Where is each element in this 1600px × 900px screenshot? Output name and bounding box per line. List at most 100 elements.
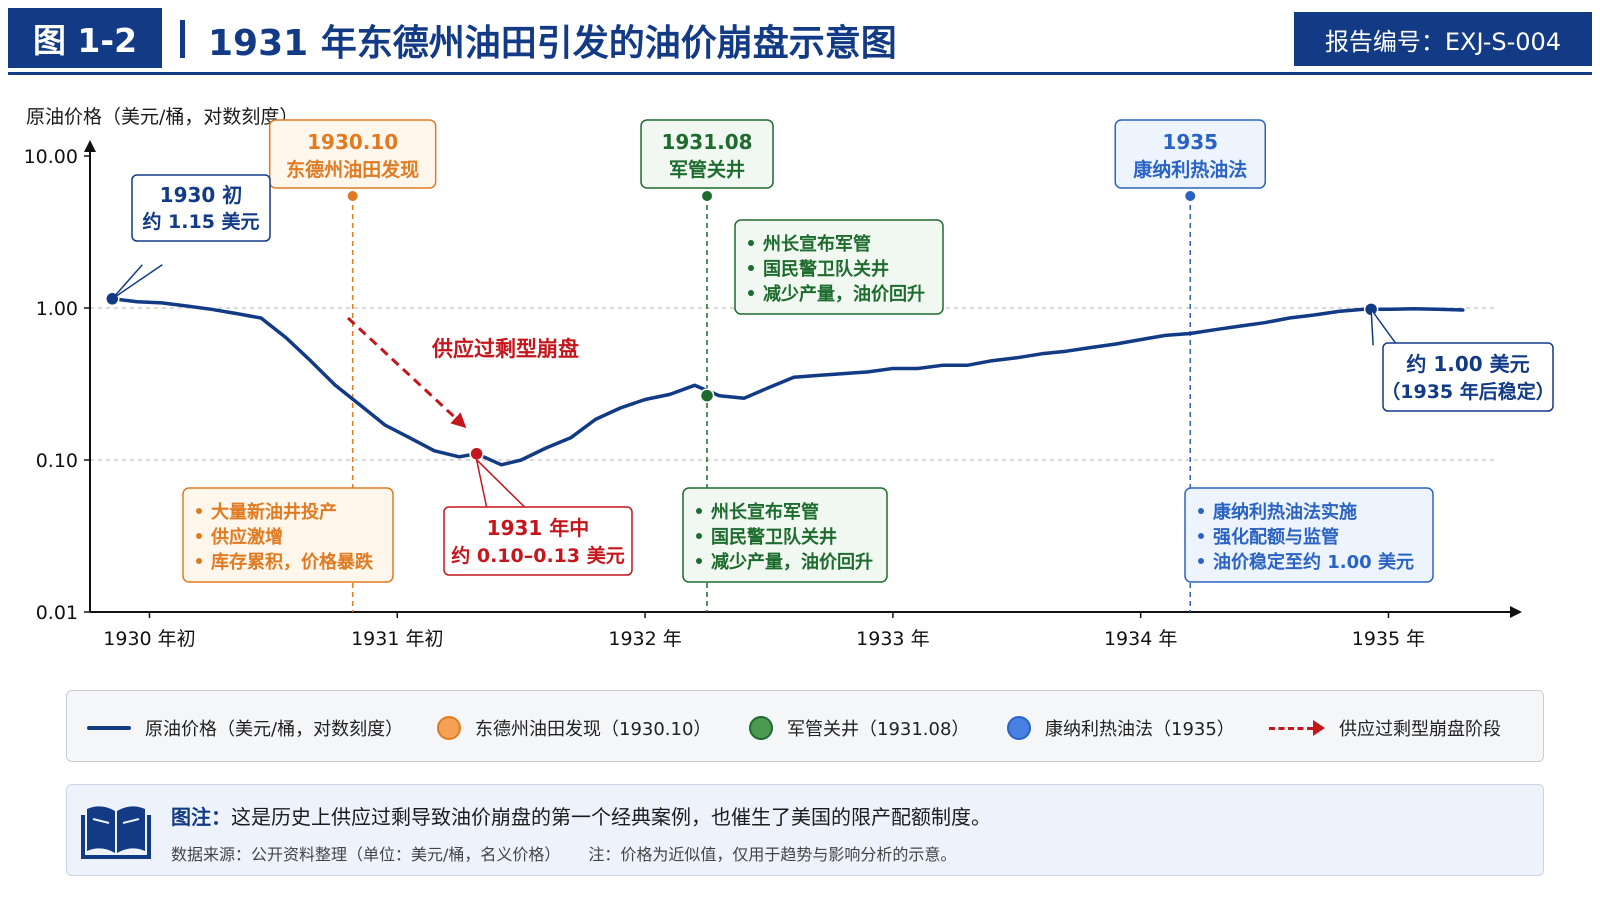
collapse-label: 供应过剩型崩盘 xyxy=(431,337,579,361)
price-chart: 10.00 1.00 0.10 0.01 1930 年初 1931 年初 1932 年 193… xyxy=(24,119,1555,650)
legend-label-connally: 康纳利热油法（1935） xyxy=(1045,719,1235,740)
start-callout-line2: 约 1.15 美元 xyxy=(142,210,259,233)
start-callout-line1: 1930 初 xyxy=(160,183,243,207)
header: 图 1-2 1931 年东德州油田引发的油价崩盘示意图 报告编号：EXJ-S-0… xyxy=(8,8,1592,70)
legend-item-price: 原油价格（美元/桶，对数刻度） xyxy=(87,714,403,742)
note-caveat: 注：价格为近似值，仅用于趋势与影响分析的示意。 xyxy=(588,845,957,864)
orange-bullets-bullet-dot xyxy=(196,558,202,564)
orange-bullets-bullet-text: 库存累积，价格暴跌 xyxy=(211,551,374,573)
y-tick-label: 10.00 xyxy=(24,146,78,168)
legend: 原油价格（美元/桶，对数刻度） 东德州油田发现（1930.10） 军管关井（19… xyxy=(66,690,1544,762)
orange-bullets-bullet-dot xyxy=(196,508,202,514)
blue-bullets-bullet-dot xyxy=(1198,533,1204,539)
start-callout-box xyxy=(131,174,271,242)
green-bullets-lower-bullet-dot xyxy=(696,558,702,564)
trough-callout-box xyxy=(443,506,633,576)
event-callout-box xyxy=(1114,119,1266,189)
event-callout-label: 康纳利热油法 xyxy=(1133,158,1247,181)
green-bullets-lower-bullet-dot xyxy=(696,508,702,514)
green-bullets-upper-bullet-text: 减少产量，油价回升 xyxy=(763,283,925,305)
y-tick-label: 0.10 xyxy=(36,450,78,472)
green-bullets-upper-bullet-dot xyxy=(748,290,754,296)
green-bullets-upper-bullet-dot xyxy=(748,240,754,246)
event-dot xyxy=(702,191,713,201)
collapse-arrow xyxy=(346,316,467,429)
trough-callout-line2: 约 0.10–0.13 美元 xyxy=(451,544,625,567)
x-tick-label: 1932 年 xyxy=(608,628,681,650)
event-dot xyxy=(1185,191,1196,201)
x-tick-label: 1933 年 xyxy=(856,628,929,650)
x-tick-label: 1930 年初 xyxy=(103,628,195,650)
legend-label-martial: 军管关井（1931.08） xyxy=(787,719,970,740)
header-rule xyxy=(8,72,1592,75)
green-bullets-upper-bullet-text: 国民警卫队关井 xyxy=(763,258,889,280)
y-tick-label: 1.00 xyxy=(36,298,78,320)
title-separator xyxy=(180,20,185,58)
orange-bullets-bullet-dot xyxy=(196,533,202,539)
trough-callout-pointer xyxy=(475,457,526,508)
legend-label-price: 原油价格（美元/桶，对数刻度） xyxy=(145,719,404,740)
event-callout-label: 军管关井 xyxy=(669,158,745,181)
green-bullets-lower-bullet-text: 州长宣布军管 xyxy=(710,501,819,523)
green-bullets-lower-box xyxy=(682,487,888,583)
green-bullets-upper-bullet-text: 州长宣布军管 xyxy=(762,233,871,255)
end-callout-box xyxy=(1382,342,1554,412)
legend-item-martial: 军管关井（1931.08） xyxy=(749,714,969,742)
x-tick-label: 1934 年 xyxy=(1104,628,1177,650)
blue-bullets-bullet-dot xyxy=(1198,558,1204,564)
figure-title: 1931 年东德州油田引发的油价崩盘示意图 xyxy=(208,23,897,64)
x-tick-label: 1935 年 xyxy=(1352,628,1425,650)
event-callout-date: 1935 xyxy=(1162,130,1218,154)
note-label: 图注： xyxy=(171,805,231,829)
green-bullets-lower-bullet-dot xyxy=(696,533,702,539)
report-id-badge: 报告编号：EXJ-S-004 xyxy=(1294,12,1592,66)
note-text: 这是历史上供应过剩导致油价崩盘的第一个经典案例，也催生了美国的限产配额制度。 xyxy=(231,805,991,829)
note-source: 数据来源：公开资料整理（单位：美元/桶，名义价格） xyxy=(171,845,561,864)
red-arrowhead-icon xyxy=(1313,720,1325,736)
blue-bullets-box xyxy=(1184,487,1434,583)
legend-label-collapse: 供应过剩型崩盘阶段 xyxy=(1339,719,1501,740)
green-dot-icon xyxy=(749,716,773,740)
legend-item-collapse: 供应过剩型崩盘阶段 xyxy=(1269,714,1501,742)
data-point-marker xyxy=(469,446,484,461)
event-callout-box xyxy=(640,119,774,189)
legend-item-discovery: 东德州油田发现（1930.10） xyxy=(437,714,711,742)
price-series-line xyxy=(110,297,1465,467)
event-callout-date: 1930.10 xyxy=(307,130,398,154)
blue-bullets-bullet-dot xyxy=(1198,508,1204,514)
end-callout-line1: 约 1.00 美元 xyxy=(1406,352,1529,376)
figure-number-badge: 图 1-2 xyxy=(8,8,162,68)
x-tick-label: 1931 年初 xyxy=(351,628,443,650)
green-bullets-lower-bullet-text: 减少产量，油价回升 xyxy=(711,551,873,573)
y-tick-label: 0.01 xyxy=(36,602,78,624)
blue-bullets-bullet-text: 油价稳定至约 1.00 美元 xyxy=(1213,551,1414,573)
orange-bullets-box xyxy=(182,487,394,583)
legend-item-connally: 康纳利热油法（1935） xyxy=(1007,714,1235,742)
data-point-marker xyxy=(699,388,715,403)
blue-dot-icon xyxy=(1007,716,1031,740)
orange-bullets-bullet-text: 供应激增 xyxy=(210,526,283,548)
orange-bullets-bullet-text: 大量新油井投产 xyxy=(211,501,337,523)
green-bullets-upper-bullet-dot xyxy=(748,265,754,271)
red-dash-icon xyxy=(1269,726,1313,730)
event-callout-box xyxy=(268,119,437,189)
blue-bullets-bullet-text: 康纳利热油法实施 xyxy=(1213,501,1357,523)
blue-bullets-bullet-text: 强化配额与监管 xyxy=(1213,526,1339,548)
figure-note: 图注：这是历史上供应过剩导致油价崩盘的第一个经典案例，也催生了美国的限产配额制度… xyxy=(66,784,1544,876)
y-axis-title: 原油价格（美元/桶，对数刻度） xyxy=(26,106,299,128)
end-callout-line2: （1935 年后稳定） xyxy=(1381,380,1555,403)
book-icon xyxy=(81,806,151,859)
legend-label-discovery: 东德州油田发现（1930.10） xyxy=(475,719,712,740)
trough-callout-line1: 1931 年中 xyxy=(487,516,590,540)
note-main-text: 图注：这是历史上供应过剩导致油价崩盘的第一个经典案例，也催生了美国的限产配额制度… xyxy=(171,801,991,830)
event-callout-label: 东德州油田发现 xyxy=(286,158,419,181)
end-callout-pointer xyxy=(1370,306,1398,346)
legend-line-swatch xyxy=(87,726,131,730)
event-dot xyxy=(347,191,358,201)
orange-dot-icon xyxy=(437,716,461,740)
green-bullets-upper-box xyxy=(734,219,944,315)
start-callout-pointer xyxy=(111,264,163,300)
green-bullets-lower-bullet-text: 国民警卫队关井 xyxy=(711,526,837,548)
note-source-line: 数据来源：公开资料整理（单位：美元/桶，名义价格） 注：价格为近似值，仅用于趋势与… xyxy=(171,841,956,865)
event-callout-date: 1931.08 xyxy=(661,130,752,154)
